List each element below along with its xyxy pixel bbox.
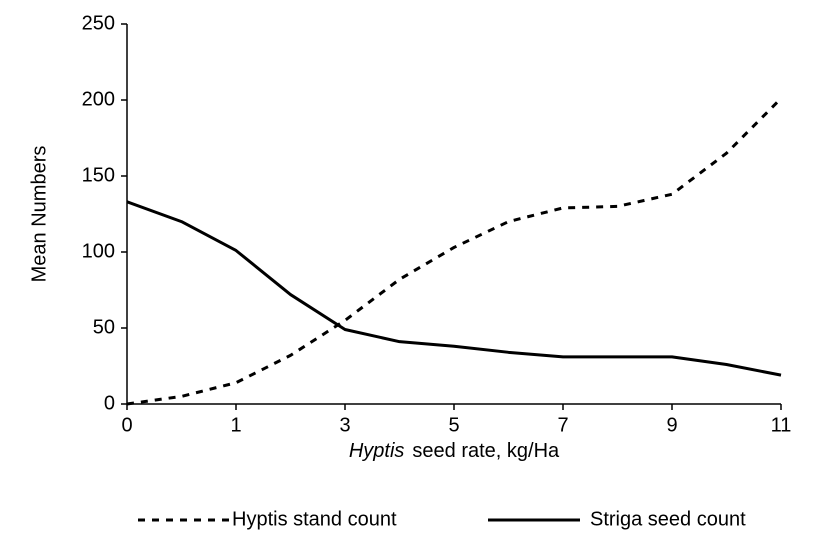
x-tick-label: 0 [121,414,132,436]
y-tick-label: 200 [82,88,115,110]
x-tick-label: 7 [557,414,568,436]
y-tick-label: 50 [93,316,115,338]
x-axis-title-italic: Hyptis [349,440,405,462]
x-tick-label: 5 [448,414,459,436]
y-tick-label: 100 [82,240,115,262]
y-tick-label: 150 [82,164,115,186]
y-tick-label: 250 [82,12,115,34]
x-tick-label: 3 [339,414,350,436]
y-tick-label: 0 [104,392,115,414]
x-axis-title: Hyptis seed rate, kg/Ha [349,440,560,462]
x-tick-label: 1 [230,414,241,436]
x-axis-title-rest: seed rate, kg/Ha [412,440,560,462]
series-line [126,200,782,377]
legend-label: Hyptis stand count [232,508,397,530]
legend-label: Striga seed count [590,508,746,530]
x-tick-label: 9 [666,414,677,436]
series-line [126,97,783,406]
x-tick-label: 11 [771,414,792,436]
y-axis-title: Mean Numbers [28,146,50,283]
